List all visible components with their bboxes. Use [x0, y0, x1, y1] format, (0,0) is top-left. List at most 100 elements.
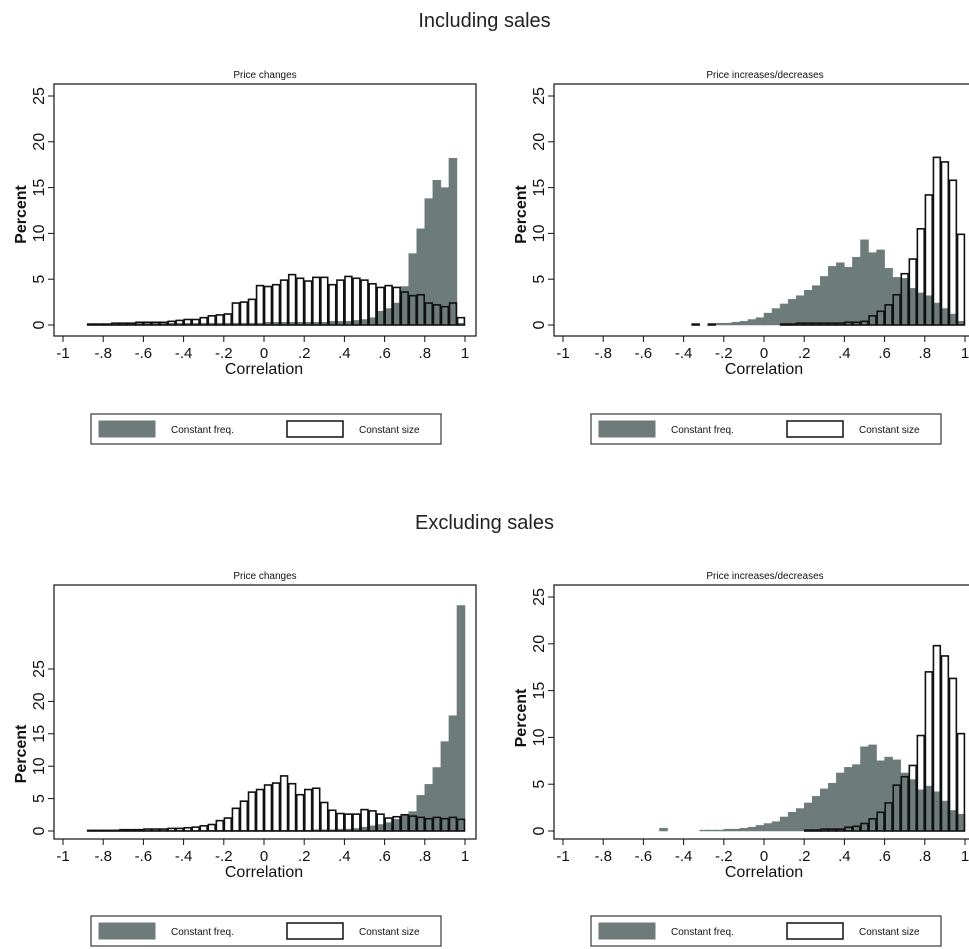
bar-constant-freq	[836, 772, 845, 832]
bar-constant-freq	[731, 828, 741, 832]
bar-constant-freq	[868, 252, 877, 326]
x-tick-label: -.6	[635, 345, 653, 362]
bar-constant-size	[779, 323, 789, 326]
bar-constant-size	[247, 298, 257, 326]
bar-constant-size	[924, 194, 934, 326]
bar-constant-size	[344, 813, 353, 832]
bar-constant-size	[440, 817, 450, 832]
panel-title: Price changes	[233, 70, 296, 81]
x-tick-label: .6	[378, 848, 391, 865]
bar-constant-freq	[456, 605, 466, 832]
bar-constant-freq	[828, 783, 837, 832]
bar-constant-size	[312, 787, 321, 832]
bar-constant-size	[884, 802, 893, 832]
bar-constant-size	[135, 321, 144, 326]
bar-constant-freq	[723, 322, 733, 326]
bar-constant-size	[103, 829, 112, 832]
legend-label-constant-size: Constant size	[859, 927, 920, 938]
bar-constant-size	[812, 829, 821, 832]
panel-title: Price changes	[233, 571, 296, 582]
bar-constant-size	[151, 828, 160, 832]
x-tick-label: .4	[838, 848, 851, 865]
x-tick-label: -.2	[715, 345, 733, 362]
y-tick-label: 10	[31, 224, 48, 242]
bar-constant-size	[127, 828, 136, 832]
bar-constant-size	[392, 286, 401, 326]
x-tick-label: -.8	[94, 345, 112, 362]
bar-constant-size	[199, 316, 208, 326]
legend: Constant freq. Constant size	[90, 915, 442, 947]
bar-constant-size	[795, 322, 805, 326]
bar-constant-freq	[795, 295, 805, 326]
y-tick-label: 15	[31, 179, 48, 197]
section-title-excluding-sales: Excluding sales	[415, 512, 554, 534]
legend-label-constant-freq: Constant freq.	[171, 425, 234, 436]
bar-constant-size	[103, 323, 112, 326]
bar-constant-freq	[715, 322, 725, 326]
bar-constant-size	[344, 275, 353, 326]
x-axis-label: Correlation	[225, 361, 303, 378]
panel-title: Price increases/decreases	[706, 571, 823, 582]
bar-constant-size	[707, 323, 716, 326]
y-tick-label: 25	[31, 660, 48, 678]
bar-constant-size	[183, 318, 192, 326]
legend-swatch-constant-freq	[98, 922, 156, 940]
bar-constant-size	[279, 775, 289, 832]
bar-constant-size	[844, 321, 853, 326]
y-tick-label: 0	[531, 320, 548, 329]
bar-constant-size	[207, 315, 216, 326]
bar-constant-freq	[440, 741, 450, 832]
bar-constant-size	[255, 284, 265, 326]
x-tick-label: -.8	[594, 345, 612, 362]
bar-constant-size	[836, 322, 845, 326]
x-tick-label: .8	[919, 848, 932, 865]
bar-constant-size	[86, 323, 96, 326]
section-title-including-sales: Including sales	[418, 10, 551, 32]
x-tick-label: .8	[919, 345, 932, 362]
panel-excluding-price-increases-decreases: Price increases/decreases0510152025Perce…	[513, 571, 969, 947]
bar-constant-size	[448, 816, 458, 832]
legend-swatch-constant-size	[286, 420, 344, 438]
bar-constant-freq	[771, 308, 781, 326]
bar-constant-size	[336, 279, 345, 326]
bar-constant-freq	[763, 823, 773, 832]
bar-constant-size	[376, 813, 385, 832]
bar-constant-size	[295, 793, 305, 832]
y-tick-label: 0	[31, 320, 48, 329]
x-tick-label: .2	[798, 848, 811, 865]
panel-title: Price increases/decreases	[706, 70, 823, 81]
bar-constant-size	[151, 321, 160, 326]
x-tick-label: .2	[298, 848, 311, 865]
x-tick-label: -1	[56, 848, 69, 865]
x-tick-label: 1	[461, 345, 469, 362]
bar-constant-freq	[787, 299, 797, 326]
x-axis-label: Correlation	[725, 864, 803, 881]
x-tick-label: -.8	[94, 848, 112, 865]
bar-constant-size	[400, 813, 409, 832]
bar-constant-size	[868, 315, 877, 326]
y-tick-label: 10	[531, 728, 548, 746]
bar-constant-size	[916, 734, 925, 832]
bar-constant-size	[932, 156, 942, 326]
bar-constant-freq	[699, 829, 708, 832]
bar-constant-size	[416, 293, 425, 326]
y-tick-label: 5	[31, 275, 48, 284]
bar-constant-size	[392, 815, 401, 832]
bar-constant-size	[416, 816, 425, 832]
bar-constant-freq	[852, 764, 861, 832]
bar-constant-freq	[448, 158, 458, 326]
legend: Constant freq. Constant size	[590, 413, 942, 445]
bar-constant-size	[900, 272, 909, 326]
bar-constant-size	[924, 671, 934, 832]
legend-swatch-constant-size	[786, 922, 844, 940]
bar-constant-size	[820, 828, 829, 832]
bar-constant-size	[787, 323, 797, 326]
x-tick-label: -.6	[135, 345, 153, 362]
y-tick-label: 0	[31, 826, 48, 835]
bar-constant-size	[360, 279, 369, 326]
x-tick-label: 0	[760, 345, 768, 362]
x-tick-label: -.2	[215, 345, 233, 362]
bar-constant-size	[159, 828, 168, 832]
legend-label-constant-freq: Constant freq.	[671, 927, 734, 938]
